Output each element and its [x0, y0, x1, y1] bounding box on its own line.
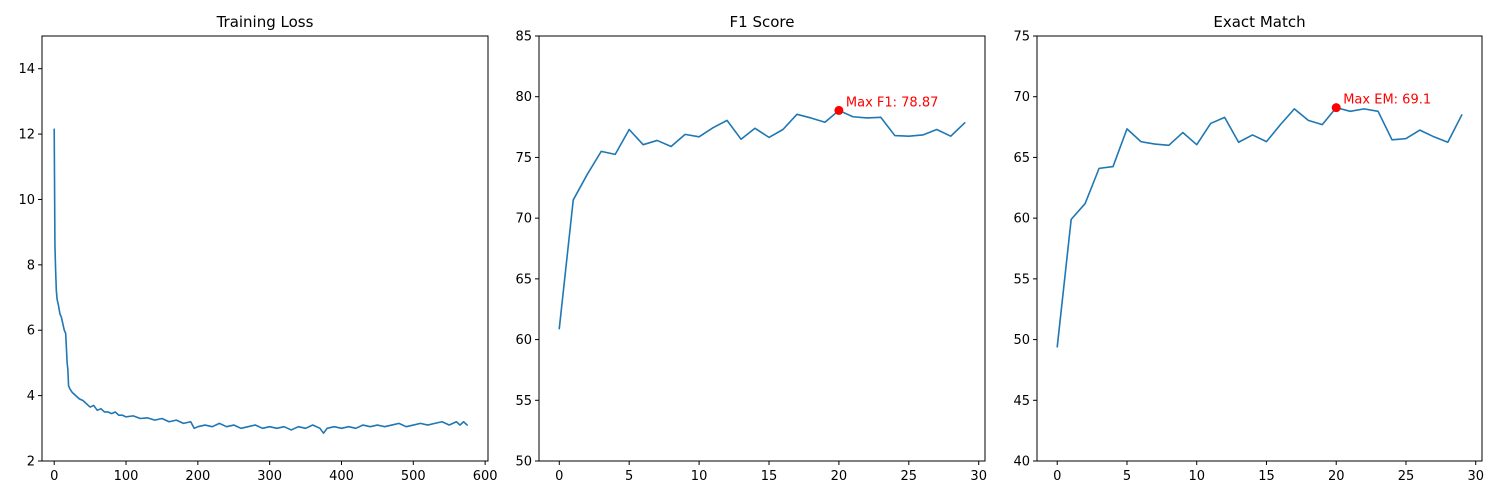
- y-tick-label: 80: [515, 90, 532, 105]
- chart-title: F1 Score: [730, 13, 795, 31]
- y-tick-label: 45: [1013, 394, 1030, 409]
- x-tick-label: 400: [329, 469, 354, 484]
- x-tick-label: 200: [185, 469, 210, 484]
- x-tick-label: 30: [1467, 469, 1484, 484]
- max-point-marker: [834, 105, 844, 115]
- y-tick-label: 75: [1013, 30, 1030, 45]
- y-tick-label: 70: [515, 212, 532, 227]
- x-tick-label: 600: [473, 469, 498, 484]
- plot-area-frame: [538, 35, 986, 462]
- x-tick-label: 10: [691, 469, 708, 484]
- y-tick-label: 50: [1013, 333, 1030, 348]
- x-tick-label: 0: [555, 469, 563, 484]
- y-tick-label: 60: [515, 333, 532, 348]
- x-tick-label: 0: [50, 469, 58, 484]
- y-tick-label: 65: [1013, 151, 1030, 166]
- max-point-marker: [1331, 103, 1341, 113]
- y-tick-label: 4: [27, 389, 35, 404]
- plot-area-frame: [1036, 35, 1483, 462]
- y-tick-label: 85: [515, 30, 532, 45]
- max-annotation-label: Max EM: 69.1: [1343, 93, 1431, 108]
- x-tick-label: 5: [1123, 469, 1131, 484]
- y-tick-label: 55: [1013, 272, 1030, 287]
- series-line-training-loss: [53, 128, 468, 435]
- chart-panel-exact-match: Exact Match 0 5 10 15 20 25 30 40 45 50 55 60 65 70 75 M…: [1013, 13, 1484, 484]
- x-tick-label: 15: [761, 469, 778, 484]
- x-tick-label: 30: [970, 469, 987, 484]
- x-tick-label: 10: [1188, 469, 1205, 484]
- y-tick-label: 75: [515, 151, 532, 166]
- series-line-f1-score: [558, 109, 966, 330]
- y-tick-label: 40: [1013, 455, 1030, 470]
- chart-title: Exact Match: [1213, 13, 1305, 31]
- chart-panel-training-loss: Training Loss 0 100 200 300 400 500 600 2 4 6 8 10 12…: [18, 13, 497, 484]
- max-annotation-label: Max F1: 78.87: [846, 95, 939, 110]
- y-tick-label: 50: [515, 455, 532, 470]
- y-tick-label: 12: [18, 128, 35, 143]
- y-tick-label: 10: [18, 193, 35, 208]
- x-tick-label: 500: [401, 469, 426, 484]
- x-tick-label: 100: [114, 469, 139, 484]
- x-tick-label: 15: [1258, 469, 1275, 484]
- x-tick-label: 20: [1328, 469, 1345, 484]
- chart-panel-f1-score: F1 Score 0 5 10 15 20 25 30 50 55 60 65 70 75 80 85 Max …: [515, 13, 987, 484]
- series-line-exact-match: [1056, 106, 1463, 348]
- y-tick-label: 2: [27, 455, 35, 470]
- y-tick-label: 65: [515, 272, 532, 287]
- y-tick-label: 8: [27, 258, 35, 273]
- x-tick-label: 300: [257, 469, 282, 484]
- x-tick-label: 0: [1053, 469, 1061, 484]
- y-tick-label: 70: [1013, 90, 1030, 105]
- x-tick-label: 20: [831, 469, 848, 484]
- y-tick-label: 6: [27, 324, 35, 339]
- y-tick-label: 55: [515, 394, 532, 409]
- y-tick-label: 60: [1013, 212, 1030, 227]
- y-tick-label: 14: [18, 62, 35, 77]
- x-tick-label: 25: [1398, 469, 1415, 484]
- x-tick-label: 5: [625, 469, 633, 484]
- x-tick-label: 25: [901, 469, 918, 484]
- plot-area-frame: [41, 35, 489, 462]
- chart-title: Training Loss: [216, 13, 314, 31]
